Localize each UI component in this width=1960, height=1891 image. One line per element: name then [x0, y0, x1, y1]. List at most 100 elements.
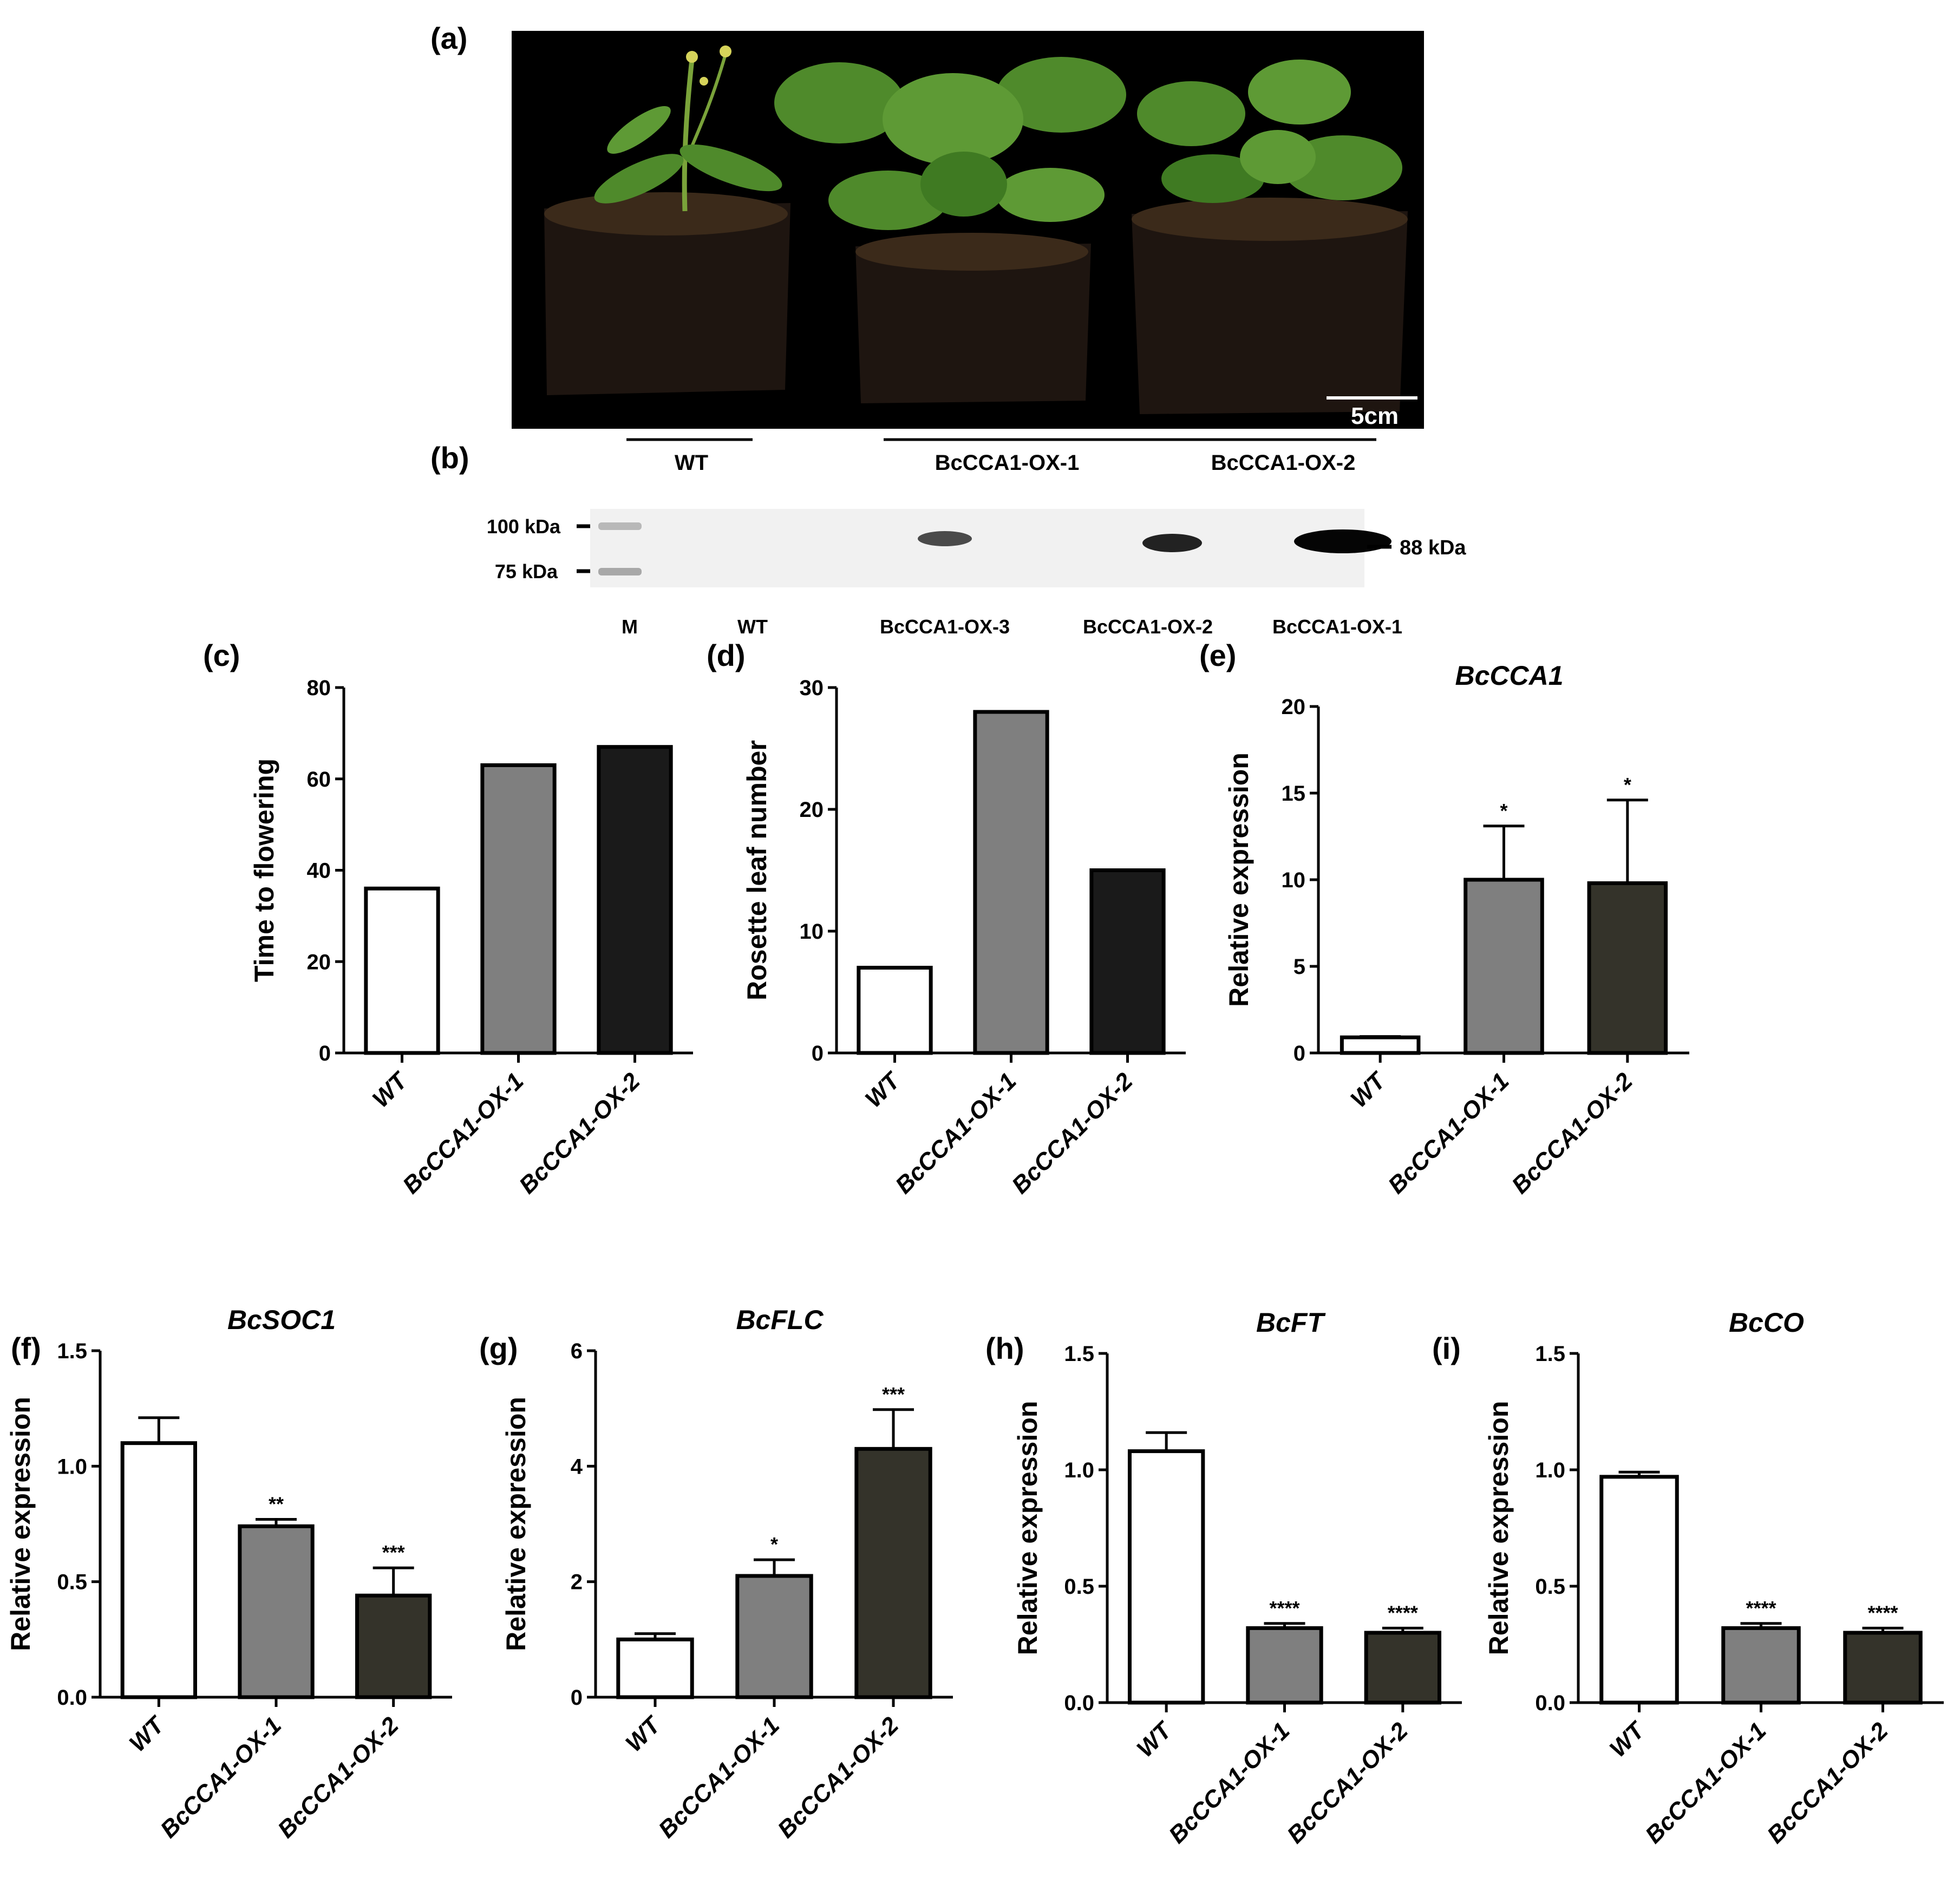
- category-label: BcCCA1-OX-1: [1383, 1068, 1514, 1199]
- y-tick-label: 1.0: [57, 1455, 87, 1478]
- bar-wt: [364, 886, 440, 1055]
- significance-label: ****: [1269, 1597, 1299, 1619]
- y-tick-label: 0.0: [57, 1686, 87, 1710]
- y-tick-label: 0.5: [1535, 1575, 1565, 1599]
- y-tick-label: 30: [800, 676, 824, 700]
- blot-group-label-ox1: BcCCA1-OX-1: [935, 451, 1080, 475]
- bar-bccca1-ox-2: [1587, 881, 1668, 1055]
- bar-wt: [120, 1441, 197, 1699]
- bar-wt: [1340, 1035, 1421, 1055]
- category-label: BcCCA1-OX-2: [773, 1712, 904, 1843]
- category-label: BcCCA1-OX-1: [1164, 1717, 1295, 1848]
- band-ox2: [1142, 534, 1202, 552]
- blot-membrane: [590, 509, 1364, 587]
- western-blot: WT BcCCA1-OX-1 BcCCA1-OX-2 100 kDa 75 kD…: [487, 438, 1466, 638]
- marker-label-75: 75 kDa: [495, 560, 558, 583]
- panel-label-e: (e): [1199, 638, 1236, 672]
- category-label: WT: [368, 1066, 414, 1113]
- y-tick-label: 10: [800, 920, 824, 944]
- category-label: WT: [124, 1711, 170, 1757]
- y-tick-label: 1.5: [1064, 1342, 1094, 1366]
- bar-bccca1-ox-1: [1464, 878, 1544, 1055]
- significance-label: *: [1624, 774, 1631, 796]
- y-axis-title: Rosette leaf number: [742, 740, 772, 1000]
- bar-wt: [1127, 1449, 1205, 1705]
- bar-bccca1-ox-1: [1721, 1626, 1801, 1705]
- panel-label-d: (d): [707, 638, 746, 672]
- category-label: BcCCA1-OX-2: [1007, 1068, 1138, 1199]
- bar-bccca1-ox-2: [1089, 868, 1166, 1055]
- significance-label: ***: [382, 1541, 405, 1563]
- bar-bccca1-ox-1: [1246, 1626, 1323, 1705]
- y-axis-title: Relative expression: [1012, 1401, 1043, 1656]
- y-tick-label: 1.5: [1535, 1342, 1565, 1366]
- band-ox1: [1294, 529, 1391, 553]
- marker-band-100: [598, 522, 642, 530]
- y-tick-label: 1.0: [1535, 1458, 1565, 1482]
- panel-label-b: (b): [430, 441, 469, 475]
- y-tick-label: 80: [307, 676, 331, 700]
- plant-photo: 5cm: [512, 31, 1424, 429]
- plant-ox1: [774, 57, 1126, 403]
- significance-label: ****: [1746, 1597, 1776, 1619]
- significance-label: **: [269, 1493, 284, 1515]
- bar-bccca1-ox-1: [973, 710, 1049, 1055]
- blot-group-label-wt: WT: [675, 451, 708, 475]
- y-tick-label: 10: [1282, 868, 1306, 892]
- blot-group-label-ox2: BcCCA1-OX-2: [1211, 451, 1356, 475]
- y-tick-label: 0.0: [1535, 1691, 1565, 1715]
- y-tick-label: 15: [1282, 782, 1306, 806]
- y-tick-label: 20: [307, 950, 331, 974]
- y-tick-label: 1.5: [57, 1339, 87, 1363]
- chart-bcsoc1: BcSOC1 0.0 0.5 1.0 1.5 Relative expression WT *…: [5, 1305, 452, 1843]
- category-label: BcCCA1-OX-2: [273, 1712, 404, 1843]
- category-label: WT: [1345, 1066, 1391, 1113]
- marker-label-100: 100 kDa: [487, 515, 561, 538]
- marker-band-75: [598, 568, 642, 575]
- y-tick-label: 0.5: [57, 1571, 87, 1594]
- lane-label-ox2: BcCCA1-OX-2: [1083, 616, 1213, 638]
- panel-label-a: (a): [430, 21, 467, 55]
- panel-label-g: (g): [479, 1331, 518, 1365]
- chart-bcco: BcCO 0.0 0.5 1.0 1.5 Relative expression WT ***…: [1484, 1307, 1944, 1849]
- significance-label: *: [1500, 800, 1507, 822]
- category-label: BcCCA1-OX-1: [155, 1712, 286, 1843]
- lane-label-ox1: BcCCA1-OX-1: [1272, 616, 1402, 638]
- y-axis-title: Relative expression: [1224, 753, 1254, 1007]
- plant-wt: [544, 45, 790, 395]
- bar-bccca1-ox-1: [480, 763, 557, 1055]
- band-ox3: [918, 531, 972, 546]
- lane-label-ox3: BcCCA1-OX-3: [880, 616, 1010, 638]
- category-label: BcCCA1-OX-2: [1507, 1068, 1638, 1199]
- y-tick-label: 0: [571, 1686, 583, 1710]
- category-label: BcCCA1-OX-2: [514, 1068, 645, 1199]
- bar-wt: [1599, 1475, 1679, 1705]
- y-tick-label: 0: [319, 1042, 331, 1065]
- panel-label-f: (f): [11, 1331, 41, 1365]
- category-label: BcCCA1-OX-1: [654, 1712, 785, 1843]
- category-label: BcCCA1-OX-1: [1640, 1717, 1771, 1848]
- y-tick-label: 6: [571, 1339, 583, 1363]
- y-tick-label: 5: [1293, 955, 1305, 979]
- plant-ox2: [1132, 60, 1408, 414]
- significance-label: ****: [1867, 1601, 1898, 1624]
- significance-label: *: [770, 1533, 778, 1555]
- significance-label: ***: [882, 1383, 905, 1405]
- y-tick-label: 20: [800, 798, 824, 822]
- bar-bccca1-ox-1: [238, 1524, 315, 1699]
- category-label: WT: [860, 1066, 906, 1113]
- bar-bccca1-ox-2: [597, 745, 673, 1055]
- chart-bcft: BcFT 0.0 0.5 1.0 1.5 Relative expression WT ***…: [1012, 1307, 1462, 1849]
- chart-bccca1: BcCCA1 0 5 10 15 20 Relative expression WT * BcCC…: [1224, 660, 1689, 1199]
- y-tick-label: 60: [307, 768, 331, 791]
- category-label: WT: [1605, 1716, 1651, 1762]
- bar-wt: [616, 1637, 694, 1699]
- y-tick-label: 40: [307, 859, 331, 883]
- category-label: BcCCA1-OX-1: [890, 1068, 1021, 1199]
- y-tick-label: 4: [571, 1455, 583, 1478]
- chart-title: BcFT: [1256, 1307, 1326, 1338]
- y-axis-title: Relative expression: [501, 1397, 531, 1651]
- y-tick-label: 0: [1293, 1042, 1305, 1065]
- panel-label-h: (h): [985, 1331, 1024, 1365]
